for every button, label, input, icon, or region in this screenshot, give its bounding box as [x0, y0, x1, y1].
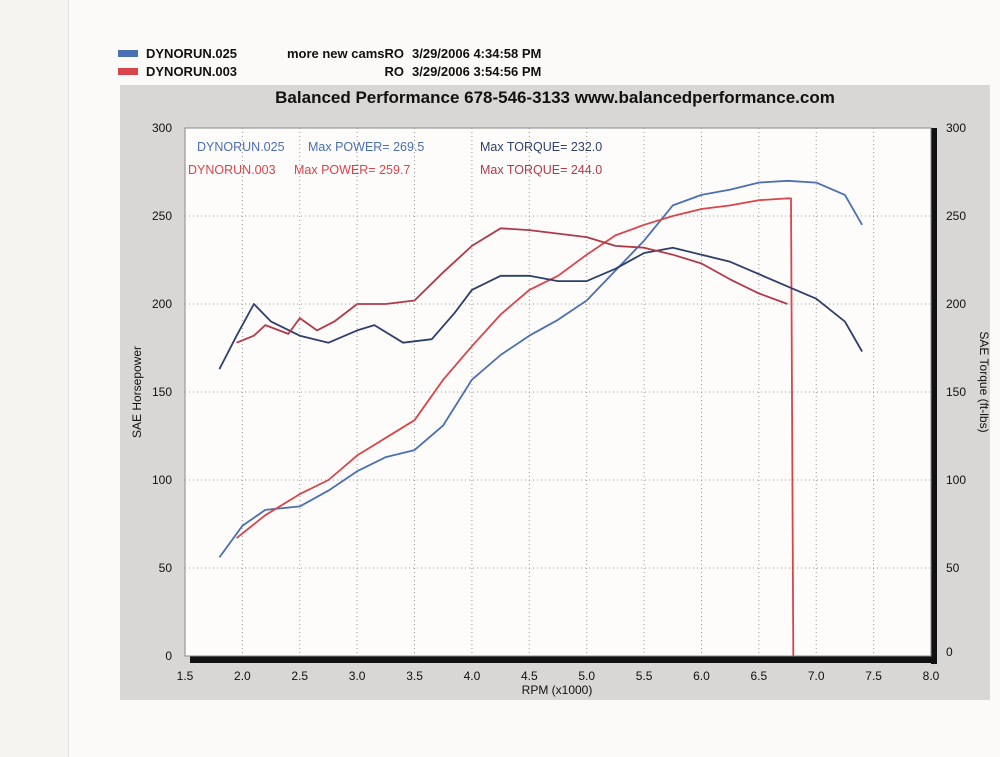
legend-run: DYNORUN.003 [146, 63, 238, 79]
x-tick-label: 2.0 [234, 669, 251, 683]
series-dynorun-003-torque [236, 227, 788, 344]
x-tick-label: 4.0 [464, 669, 481, 683]
y-tick-label: 100 [152, 473, 172, 487]
annotation-max-power-025: Max POWER= 269.5 [308, 140, 424, 154]
annotation-max-torque-003: Max TORQUE= 244.0 [480, 163, 602, 177]
x-tick-label: 2.5 [291, 669, 308, 683]
x-tick-label: 6.0 [693, 669, 710, 683]
annotation-run-025: DYNORUN.025 [197, 140, 285, 154]
x-tick-label: 5.0 [578, 669, 595, 683]
legend-description: RO [384, 63, 405, 79]
series-lines [218, 179, 863, 657]
legend-row-025: DYNORUN.025 more new camsRO 3/29/2006 4:… [118, 44, 541, 62]
annotation-max-torque-025: Max TORQUE= 232.0 [480, 140, 602, 154]
x-tick-label: 5.5 [636, 669, 653, 683]
y2-tick-label: 100 [946, 473, 966, 487]
x-tick-label: 4.5 [521, 669, 538, 683]
series-dynorun-025-torque [218, 246, 863, 370]
legend-swatch-red [118, 67, 138, 75]
run-legend: DYNORUN.025 more new camsRO 3/29/2006 4:… [118, 44, 541, 80]
x-tick-label: 8.0 [923, 669, 940, 683]
legend-row-003: DYNORUN.003 RO 3/29/2006 3:54:56 PM [118, 62, 541, 80]
x-tick-label: 7.5 [865, 669, 882, 683]
y2-tick-label: 0 [946, 645, 953, 659]
x-tick-label: 3.5 [406, 669, 423, 683]
y2-axis-label: SAE Torque (ft-lbs) [977, 331, 991, 432]
y-tick-label: 150 [152, 385, 172, 399]
grid [185, 128, 931, 656]
annotation-run-003: DYNORUN.003 [188, 163, 276, 177]
legend-run: DYNORUN.025 [146, 45, 238, 61]
y-axis-label: SAE Horsepower [130, 346, 144, 438]
series-dynorun-025-power [218, 179, 863, 558]
y-tick-label: 300 [152, 121, 172, 135]
y-tick-label: 0 [165, 649, 172, 663]
legend-timestamp: 3/29/2006 4:34:58 PM [412, 45, 542, 61]
y2-tick-label: 300 [946, 121, 966, 135]
y2-tick-label: 50 [946, 561, 960, 575]
plot-shadow-right [931, 128, 937, 664]
y2-tick-label: 250 [946, 209, 966, 223]
plot-shadow-bottom [190, 656, 937, 663]
x-tick-label: 1.5 [177, 669, 194, 683]
annotation-max-power-003: Max POWER= 259.7 [294, 163, 410, 177]
legend-swatch-blue [118, 49, 138, 57]
x-tick-label: 6.5 [751, 669, 768, 683]
chart-title: Balanced Performance 678-546-3133 www.ba… [275, 88, 835, 107]
x-axis-label: RPM (x1000) [522, 683, 593, 697]
legend-timestamp: 3/29/2006 3:54:56 PM [412, 63, 542, 79]
tick-labels: 1.5 2.0 2.5 3.0 3.5 4.0 4.5 5.0 5.5 6.0 6.5 7.0 7.5 8… [152, 121, 966, 683]
y-tick-label: 200 [152, 297, 172, 311]
series-dynorun-003-power [236, 197, 795, 657]
y-tick-label: 250 [152, 209, 172, 223]
scan-edge [0, 0, 69, 757]
y-tick-label: 50 [159, 561, 173, 575]
y2-tick-label: 150 [946, 385, 966, 399]
legend-description: more new camsRO [286, 45, 404, 61]
x-tick-label: 7.0 [808, 669, 825, 683]
y2-tick-label: 200 [946, 297, 966, 311]
x-tick-label: 3.0 [349, 669, 366, 683]
